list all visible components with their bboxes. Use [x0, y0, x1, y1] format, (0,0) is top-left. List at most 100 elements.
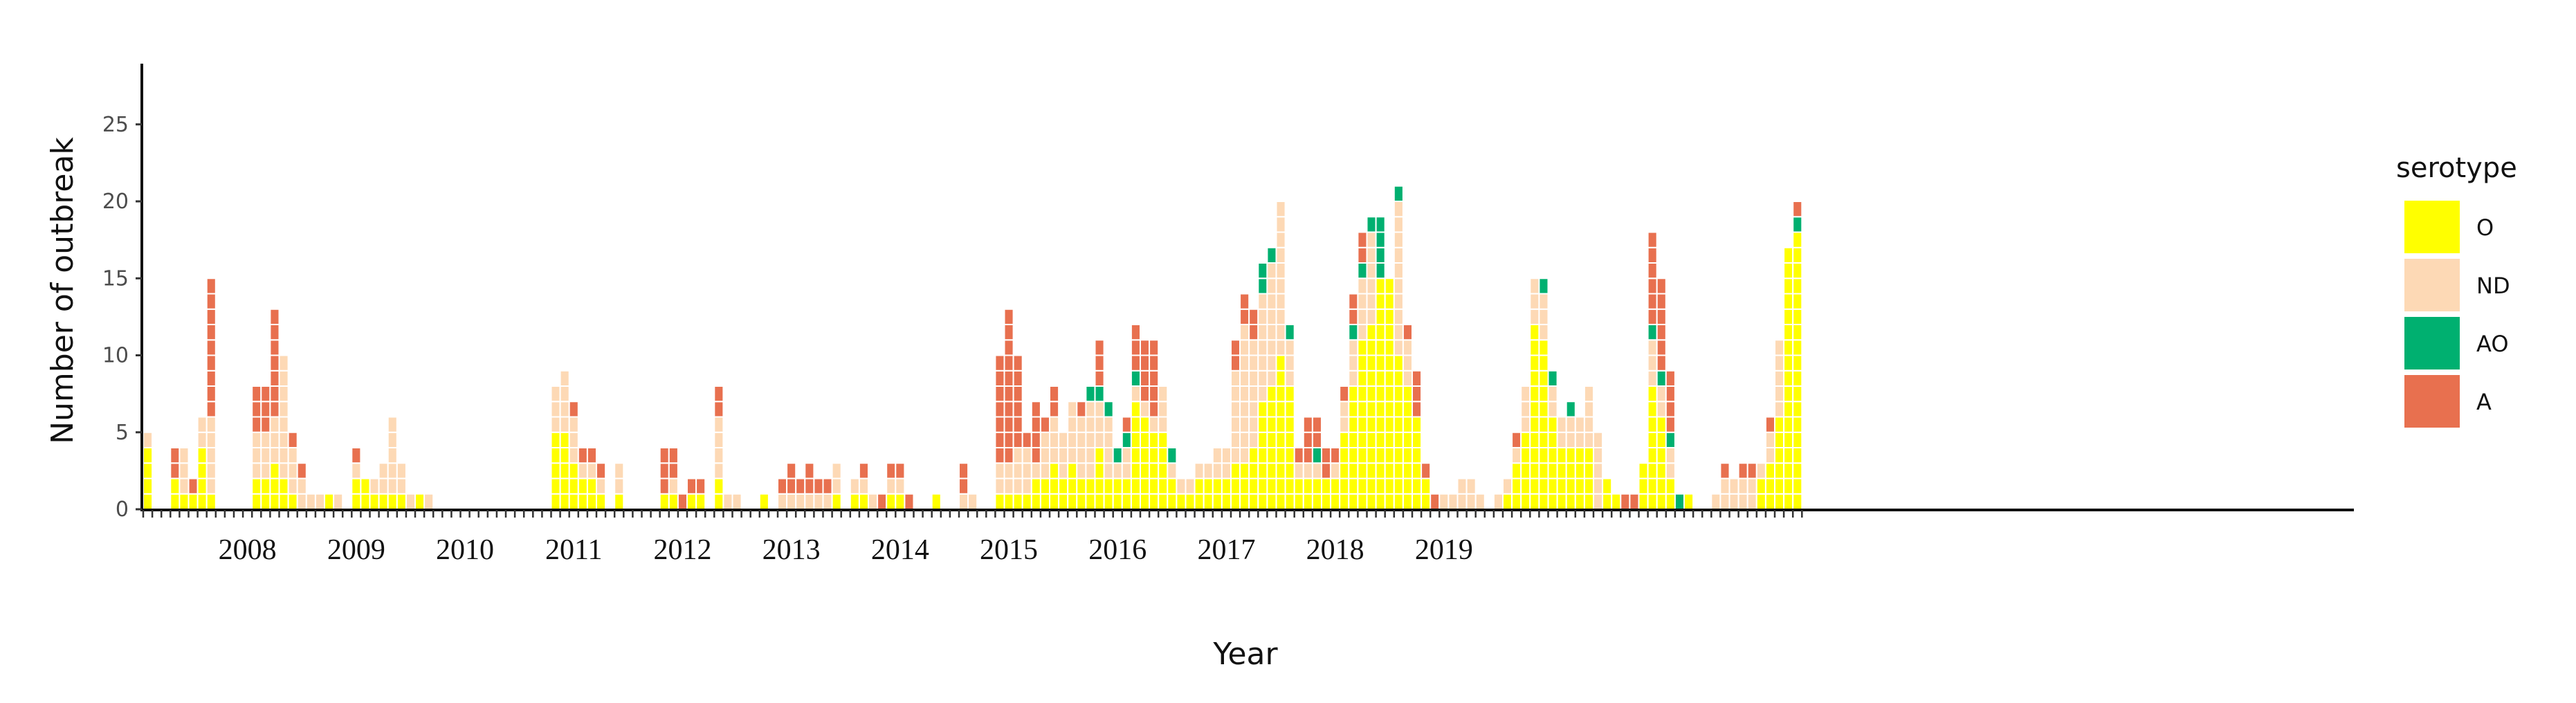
- cell-nd: [205, 447, 217, 464]
- cell-o: [1384, 277, 1395, 295]
- cell-o: [1266, 385, 1277, 403]
- cell-nd: [713, 447, 724, 464]
- cell-nd: [1538, 308, 1549, 325]
- cell-o: [1602, 477, 1613, 495]
- cell-o: [143, 447, 154, 464]
- cell-o: [659, 493, 670, 510]
- cell-nd: [1275, 277, 1286, 295]
- legend: serotype O ND AO A: [2396, 152, 2517, 430]
- cell-a: [1339, 385, 1350, 403]
- cell-o: [1339, 431, 1350, 448]
- cell-o: [1529, 385, 1540, 403]
- cell-nd: [614, 477, 625, 495]
- cell-a: [1656, 308, 1667, 325]
- cell-nd: [1275, 201, 1286, 218]
- cell-o: [1284, 462, 1295, 480]
- cell-o: [351, 493, 362, 510]
- cell-a: [1511, 431, 1522, 448]
- cell-nd: [1492, 493, 1504, 510]
- cell-a: [1629, 493, 1640, 510]
- cell-o: [1257, 416, 1268, 433]
- cell-nd: [1574, 416, 1585, 433]
- cell-o: [1221, 493, 1232, 510]
- cell-o: [1412, 431, 1423, 448]
- cell-o: [1611, 493, 1622, 510]
- cell-nd: [1583, 401, 1594, 418]
- cell-nd: [868, 493, 879, 510]
- cell-nd: [1583, 416, 1594, 433]
- cell-o: [197, 493, 208, 510]
- cell-o: [1647, 477, 1658, 495]
- cell-nd: [1239, 385, 1250, 403]
- cell-o: [1239, 462, 1250, 480]
- cell-nd: [958, 493, 969, 510]
- cell-o: [1783, 462, 1794, 480]
- cell-nd: [1275, 246, 1286, 264]
- cell-o: [1774, 447, 1785, 464]
- cell-a: [659, 447, 670, 464]
- cell-o: [1275, 477, 1286, 495]
- cell-o: [324, 493, 335, 510]
- cell-o: [1130, 493, 1142, 510]
- cell-a: [659, 477, 670, 495]
- cell-o: [1266, 431, 1277, 448]
- cell-o: [1076, 477, 1087, 495]
- cell-nd: [831, 462, 842, 480]
- cell-o: [1275, 401, 1286, 418]
- cell-o: [1647, 416, 1658, 433]
- cell-nd: [1021, 477, 1032, 495]
- cell-a: [1049, 401, 1060, 418]
- cell-o: [1393, 447, 1404, 464]
- cell-a: [1121, 416, 1132, 433]
- cell-a: [170, 447, 181, 464]
- cell-nd: [1012, 462, 1023, 480]
- cell-o: [1049, 462, 1060, 480]
- cell-ao: [1257, 262, 1268, 280]
- cell-a: [1311, 431, 1323, 448]
- cell-o: [197, 477, 208, 495]
- cell-nd: [1647, 339, 1658, 356]
- cell-o: [1412, 447, 1423, 464]
- cell-o: [1792, 339, 1803, 356]
- cell-nd: [1239, 401, 1250, 418]
- cell-o: [1140, 431, 1151, 448]
- x-year-label: 2016: [1088, 534, 1147, 566]
- cell-nd: [1257, 308, 1268, 325]
- cell-o: [1656, 462, 1667, 480]
- x-year-label: 2013: [762, 534, 821, 566]
- cell-a: [1149, 339, 1160, 356]
- cell-a: [1030, 401, 1041, 418]
- cell-o: [1393, 354, 1404, 372]
- cell-nd: [1266, 339, 1277, 356]
- cell-a: [1003, 369, 1014, 387]
- cell-a: [1140, 354, 1151, 372]
- cell-nd: [1094, 416, 1105, 433]
- cell-o: [1266, 493, 1277, 510]
- cell-o: [1094, 447, 1105, 464]
- cell-o: [1384, 462, 1395, 480]
- cell-o: [1275, 462, 1286, 480]
- cell-o: [1665, 493, 1676, 510]
- cell-o: [170, 477, 181, 495]
- cell-a: [1094, 339, 1105, 356]
- cell-nd: [1012, 477, 1023, 495]
- cell-o: [1384, 324, 1395, 341]
- cell-nd: [1021, 447, 1032, 464]
- cell-a: [287, 431, 298, 448]
- cell-o: [1357, 401, 1368, 418]
- cell-ao: [1094, 385, 1105, 403]
- cell-o: [1547, 493, 1558, 510]
- cell-a: [1647, 308, 1658, 325]
- cell-nd: [1230, 369, 1241, 387]
- cell-o: [1149, 431, 1160, 448]
- cell-a: [205, 401, 217, 418]
- cell-nd: [1194, 462, 1205, 480]
- cell-nd: [278, 416, 289, 433]
- cell-nd: [777, 493, 788, 510]
- cell-a: [677, 493, 688, 510]
- cell-o: [1266, 416, 1277, 433]
- cell-nd: [1529, 277, 1540, 295]
- cell-o: [1538, 369, 1549, 387]
- cell-a: [886, 462, 897, 480]
